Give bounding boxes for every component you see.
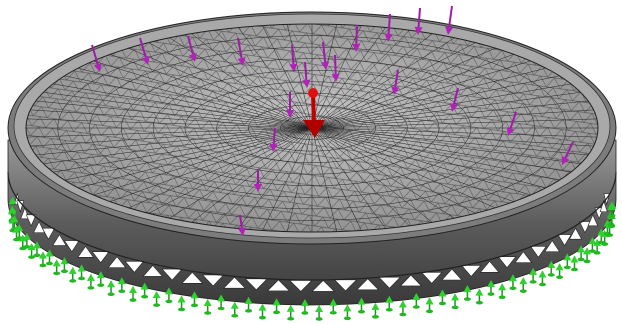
fixture-base bbox=[344, 317, 351, 321]
fixture-base bbox=[556, 275, 563, 279]
fixture-base bbox=[316, 317, 323, 321]
fixture-cone bbox=[87, 274, 95, 281]
fea-view bbox=[0, 0, 622, 324]
fixture-cone bbox=[371, 303, 379, 310]
fixture-base bbox=[330, 311, 337, 315]
fixture-cone bbox=[519, 277, 527, 284]
fixture-base bbox=[97, 283, 104, 287]
remote-load-ball bbox=[308, 88, 318, 98]
load-shaft bbox=[335, 55, 336, 74]
fixture-base bbox=[69, 279, 76, 283]
load-shaft bbox=[356, 25, 357, 44]
fixture-base bbox=[608, 224, 615, 228]
fixture-base bbox=[608, 215, 615, 219]
fixture-cone bbox=[570, 255, 578, 262]
fixture-base bbox=[87, 286, 94, 290]
fixture-base bbox=[178, 308, 185, 312]
fixture-base bbox=[108, 292, 115, 296]
fixture-base bbox=[426, 310, 433, 314]
fixture-base bbox=[499, 295, 506, 299]
fixture-base bbox=[358, 310, 365, 314]
fixture-cone bbox=[259, 304, 267, 311]
fixture-cone bbox=[231, 302, 239, 309]
fixture-base bbox=[204, 311, 211, 315]
fixture-base bbox=[476, 301, 483, 305]
fixture-base bbox=[594, 251, 601, 255]
load-shaft bbox=[389, 14, 390, 34]
fixture-base bbox=[165, 300, 172, 304]
fixture-base bbox=[273, 311, 280, 315]
fixture-base bbox=[130, 298, 137, 302]
fixture-cone bbox=[343, 304, 351, 311]
fixture-cone bbox=[287, 305, 295, 312]
fixture-base bbox=[548, 273, 555, 277]
fixture-cone bbox=[538, 270, 546, 277]
fixture-base bbox=[464, 297, 471, 301]
fixture-cone bbox=[107, 280, 115, 287]
fixture-cone bbox=[129, 286, 137, 293]
fixture-base bbox=[584, 260, 591, 264]
fixture-base bbox=[191, 304, 198, 308]
fixture-base bbox=[386, 308, 393, 312]
fixture-cone bbox=[204, 299, 212, 306]
fixture-cone bbox=[399, 300, 407, 307]
fixture-cone bbox=[426, 297, 434, 304]
fixture-cone bbox=[475, 289, 483, 296]
fixture-base bbox=[245, 309, 252, 313]
fixture-base bbox=[606, 233, 613, 237]
fixture-base bbox=[530, 280, 537, 284]
fixture-base bbox=[413, 305, 420, 309]
fixture-base bbox=[539, 283, 546, 287]
fixture-base bbox=[231, 314, 238, 318]
fixture-base bbox=[439, 302, 446, 306]
fixture-cone bbox=[153, 291, 161, 298]
fixture-cone bbox=[315, 305, 323, 312]
load-shaft bbox=[274, 128, 275, 144]
fixture-base bbox=[218, 307, 225, 311]
fixture-base bbox=[141, 295, 148, 299]
fixture-base bbox=[301, 311, 308, 315]
page: (() => { const NS = 'http://www.w3.org/2… bbox=[0, 0, 622, 324]
fixture-base bbox=[39, 264, 46, 268]
load-shaft bbox=[449, 6, 452, 27]
fixture-base bbox=[118, 289, 125, 293]
load-shaft bbox=[305, 62, 306, 80]
fixture-base bbox=[46, 262, 53, 266]
fixture-base bbox=[399, 313, 406, 317]
fixture-cone bbox=[69, 267, 77, 274]
fixture-cone bbox=[451, 293, 459, 300]
load-shaft bbox=[419, 8, 420, 27]
fixture-base bbox=[53, 272, 60, 276]
fixture-base bbox=[61, 269, 68, 273]
fixture-cone bbox=[178, 295, 186, 302]
fixture-base bbox=[452, 306, 459, 310]
fixture-base bbox=[487, 292, 494, 296]
fixture-base bbox=[78, 277, 85, 281]
fixture-cone bbox=[53, 259, 61, 266]
fixture-base bbox=[601, 242, 608, 246]
load-shaft bbox=[292, 45, 293, 64]
remote-load-shaft bbox=[313, 94, 314, 124]
fixture-base bbox=[520, 289, 527, 293]
fixture-base bbox=[372, 315, 379, 319]
fixture-base bbox=[509, 286, 516, 290]
fixture-base bbox=[564, 266, 571, 270]
fixture-base bbox=[33, 254, 40, 258]
fixture-base bbox=[153, 303, 160, 307]
fixture-cone bbox=[498, 283, 506, 290]
fixture-cone bbox=[556, 263, 564, 270]
fixture-base bbox=[578, 258, 585, 262]
fixture-base bbox=[571, 268, 578, 272]
fixture-base bbox=[259, 316, 266, 320]
fixture-base bbox=[287, 317, 294, 321]
